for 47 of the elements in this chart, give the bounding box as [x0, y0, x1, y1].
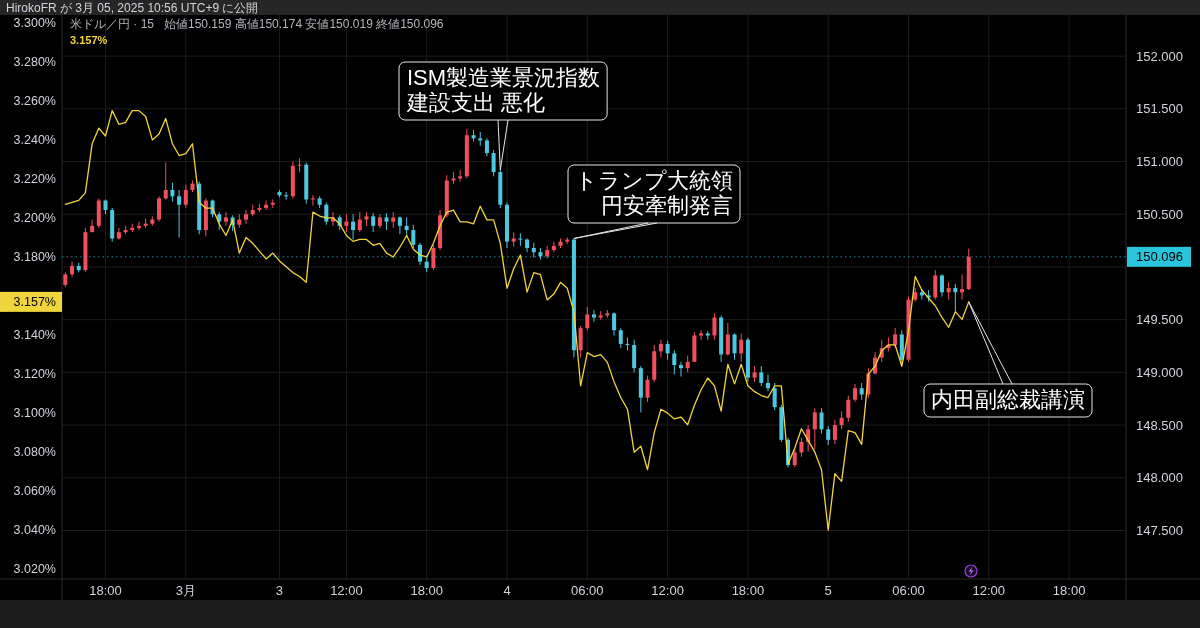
y2-tick-label: 3.260%	[13, 93, 56, 108]
annotation: 3.157%	[70, 34, 108, 46]
ref-line-label: 150.096	[1136, 249, 1183, 265]
y2-tick-label: 3.060%	[13, 484, 56, 499]
x-tick-label: 18:00	[1052, 582, 1086, 598]
y2-tick-label: 3.280%	[13, 54, 56, 69]
x-tick-label: 18:00	[89, 582, 122, 598]
annotation: 円安牽制発言	[601, 193, 733, 218]
y2-tick-label: 3.120%	[13, 367, 56, 382]
y2-tick-label: 3.020%	[13, 562, 56, 577]
y-tick-label: 148.000	[1136, 470, 1183, 486]
annotation: 建設支出 悪化	[406, 90, 546, 115]
x-tick-label: 18:00	[410, 582, 443, 598]
y2-tick-label: 3.140%	[13, 328, 56, 343]
x-tick-label: 06:00	[892, 582, 925, 598]
y2-tick-label: 3.240%	[13, 132, 56, 147]
y-tick-label: 151.000	[1136, 154, 1183, 170]
y-tick-label: 151.500	[1136, 101, 1183, 117]
x-tick-label: 3	[275, 582, 284, 598]
x-tick-label: 12:00	[651, 582, 684, 598]
x-tick-label: 12:00	[330, 582, 363, 598]
y2-tick-label: 3.300%	[13, 15, 56, 30]
annotation: 始値150.159 高値150.174 安値150.019 終値150.096	[164, 17, 444, 31]
x-tick-label: 3月	[175, 582, 196, 598]
chart-title: 米ドル／円 · 15	[70, 17, 155, 31]
y2-tick-label: 3.180%	[13, 249, 56, 264]
x-tick-label: 06:00	[571, 582, 604, 598]
annotation: 内田副総裁講演	[931, 387, 1085, 412]
y-tick-label: 148.500	[1136, 417, 1183, 433]
annotation: ISM製造業景況指数	[407, 65, 601, 90]
text: HirokoFR が 3月 05, 2025 10:56 UTC+9 に公開	[6, 0, 259, 15]
text: 3.157%	[13, 294, 56, 309]
y-tick-label: 150.500	[1136, 206, 1183, 222]
x-tick-label: 18:00	[731, 582, 765, 598]
x-tick-label: 12:00	[972, 582, 1006, 598]
y-tick-label: 152.000	[1136, 48, 1183, 64]
y2-tick-label: 3.040%	[13, 523, 56, 538]
y2-tick-label: 3.100%	[13, 406, 56, 421]
x-tick-label: 5	[824, 582, 832, 598]
y-tick-label: 149.000	[1136, 364, 1183, 380]
x-tick-label: 4	[503, 582, 511, 598]
y-tick-label: 147.500	[1136, 523, 1183, 539]
y2-tick-label: 3.080%	[13, 445, 56, 460]
y-tick-label: 149.500	[1136, 312, 1183, 328]
y2-tick-label: 3.200%	[13, 210, 56, 225]
y2-tick-label: 3.220%	[13, 171, 56, 186]
annotation: トランプ大統領	[575, 168, 733, 193]
